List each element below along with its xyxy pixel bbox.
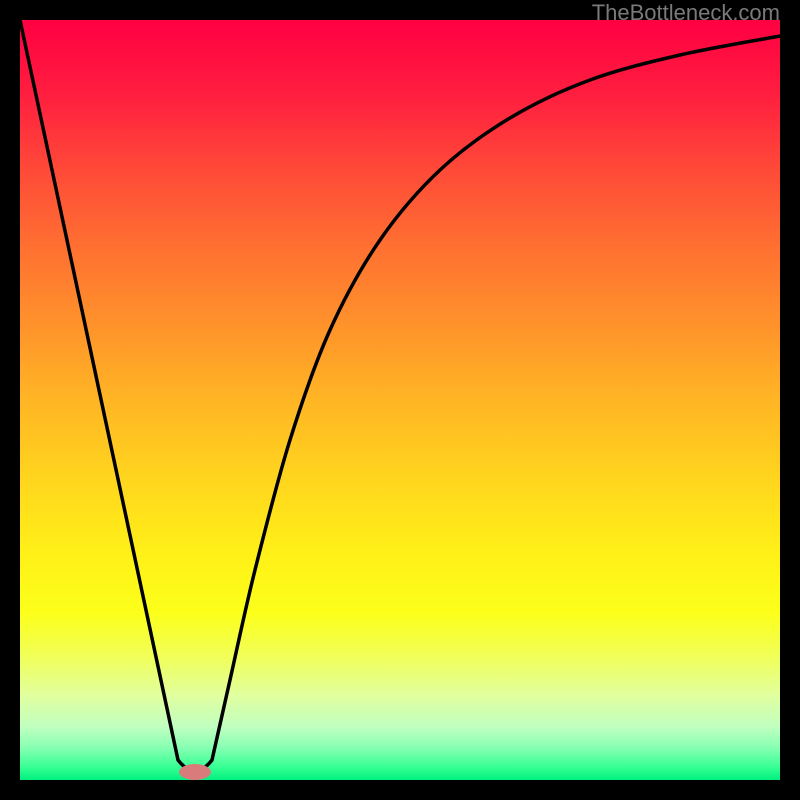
border-right [780,0,800,800]
border-bottom [0,780,800,800]
watermark-text: TheBottleneck.com [592,0,780,26]
bottleneck-chart: TheBottleneck.com [0,0,800,800]
minimum-marker [179,764,211,780]
chart-svg [0,0,800,800]
border-left [0,0,20,800]
gradient-background [20,20,780,780]
